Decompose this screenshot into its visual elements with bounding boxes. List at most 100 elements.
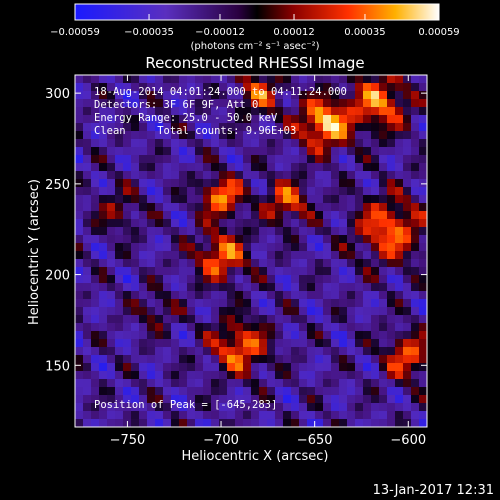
heatmap-cell: [219, 91, 228, 100]
heatmap-cell: [411, 235, 420, 244]
heatmap-cell: [379, 243, 388, 252]
heatmap-cell: [123, 267, 132, 276]
info-overlay: 18-Aug-2014 04:01:24.000 to 04:11:24.000…: [94, 86, 347, 411]
heatmap-cell: [83, 179, 92, 188]
heatmap-cell: [259, 115, 268, 124]
heatmap-cell: [419, 211, 428, 220]
heatmap-cell: [219, 363, 228, 372]
heatmap-cell: [387, 195, 396, 204]
heatmap-cell: [99, 211, 108, 220]
heatmap-cell: [203, 155, 212, 164]
heatmap-cell: [99, 307, 108, 316]
heatmap-cell: [171, 203, 180, 212]
heatmap-cell: [227, 387, 236, 396]
heatmap-cell: [363, 371, 372, 380]
heatmap-cell: [411, 403, 420, 412]
heatmap-cell: [163, 299, 172, 308]
heatmap-cell: [267, 171, 276, 180]
heatmap-cell: [75, 323, 84, 332]
heatmap-cell: [347, 267, 356, 276]
heatmap-cell: [203, 259, 212, 268]
heatmap-cell: [123, 243, 132, 252]
heatmap-cell: [315, 203, 324, 212]
heatmap-cell: [403, 91, 412, 100]
heatmap-cell: [155, 403, 164, 412]
heatmap-cell: [211, 395, 220, 404]
heatmap-cell: [123, 211, 132, 220]
heatmap-cell: [371, 187, 380, 196]
heatmap-cell: [203, 195, 212, 204]
heatmap-cell: [139, 403, 148, 412]
heatmap-cell: [275, 115, 284, 124]
heatmap-cell: [307, 171, 316, 180]
heatmap-cell: [227, 187, 236, 196]
heatmap-cell: [83, 83, 92, 92]
heatmap-cell: [283, 91, 292, 100]
heatmap-cell: [99, 131, 108, 140]
heatmap-cell: [219, 99, 228, 108]
heatmap-cell: [235, 251, 244, 260]
heatmap-cell: [379, 251, 388, 260]
heatmap-cell: [227, 195, 236, 204]
heatmap-cell: [243, 91, 252, 100]
heatmap-cell: [347, 347, 356, 356]
heatmap-cell: [115, 195, 124, 204]
heatmap-cell: [363, 75, 372, 84]
heatmap-cell: [91, 195, 100, 204]
heatmap-cell: [203, 419, 212, 428]
heatmap-cell: [347, 131, 356, 140]
heatmap-cell: [219, 139, 228, 148]
heatmap-cell: [259, 131, 268, 140]
heatmap-cell: [299, 163, 308, 172]
heatmap-cell: [363, 411, 372, 420]
heatmap-cell: [211, 347, 220, 356]
heatmap-cell: [171, 107, 180, 116]
heatmap-cell: [91, 331, 100, 340]
heatmap-cell: [323, 299, 332, 308]
heatmap-cell: [339, 171, 348, 180]
heatmap-cell: [331, 395, 340, 404]
heatmap-cell: [267, 123, 276, 132]
heatmap-cell: [363, 379, 372, 388]
heatmap-cell: [387, 235, 396, 244]
heatmap-cell: [99, 75, 108, 84]
heatmap-cell: [179, 115, 188, 124]
heatmap-cell: [83, 123, 92, 132]
heatmap-cell: [139, 83, 148, 92]
heatmap-cell: [419, 283, 428, 292]
heatmap-cell: [227, 251, 236, 260]
heatmap-cell: [203, 307, 212, 316]
heatmap-cell: [83, 411, 92, 420]
heatmap-cell: [379, 267, 388, 276]
heatmap-cell: [163, 211, 172, 220]
heatmap-cell: [331, 339, 340, 348]
heatmap-cell: [315, 139, 324, 148]
heatmap-cell: [347, 179, 356, 188]
heatmap-cell: [131, 235, 140, 244]
heatmap-cell: [331, 147, 340, 156]
heatmap-cell: [107, 107, 116, 116]
heatmap-cell: [139, 211, 148, 220]
heatmap-cell: [283, 259, 292, 268]
heatmap-cell: [259, 235, 268, 244]
heatmap-cell: [323, 379, 332, 388]
heatmap-cell: [283, 211, 292, 220]
heatmap-cell: [123, 299, 132, 308]
heatmap-cell: [195, 195, 204, 204]
heatmap-cell: [419, 275, 428, 284]
heatmap-cell: [275, 75, 284, 84]
heatmap-cell: [331, 283, 340, 292]
heatmap-cell: [267, 259, 276, 268]
heatmap-cell: [283, 283, 292, 292]
heatmap-cell: [275, 147, 284, 156]
heatmap-cell: [219, 299, 228, 308]
heatmap-cell: [275, 299, 284, 308]
heatmap-cell: [75, 267, 84, 276]
heatmap-cell: [307, 115, 316, 124]
heatmap-cell: [411, 339, 420, 348]
heatmap-cell: [227, 323, 236, 332]
heatmap-cell: [347, 323, 356, 332]
heatmap-cell: [363, 203, 372, 212]
heatmap-cell: [219, 243, 228, 252]
heatmap-cell: [275, 291, 284, 300]
